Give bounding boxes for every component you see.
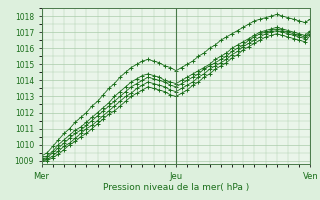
X-axis label: Pression niveau de la mer( hPa ): Pression niveau de la mer( hPa ) [103, 183, 249, 192]
